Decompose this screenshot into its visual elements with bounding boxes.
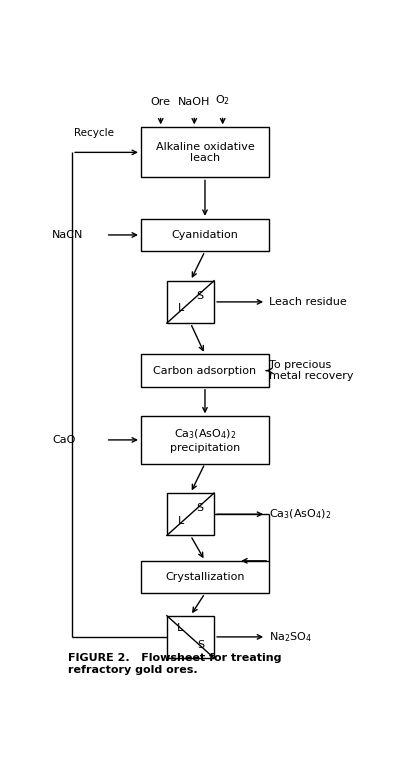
Text: Alkaline oxidative
leach: Alkaline oxidative leach bbox=[156, 142, 255, 163]
Bar bbox=[141, 355, 269, 387]
Bar bbox=[141, 561, 269, 593]
Text: Leach residue: Leach residue bbox=[269, 297, 347, 307]
Bar bbox=[167, 280, 214, 323]
Bar bbox=[141, 219, 269, 251]
Text: S: S bbox=[196, 290, 204, 300]
Bar bbox=[167, 616, 214, 658]
Text: Na$_2$SO$_4$: Na$_2$SO$_4$ bbox=[269, 630, 312, 643]
Bar bbox=[141, 127, 269, 178]
Text: Cyanidation: Cyanidation bbox=[171, 230, 238, 240]
Bar bbox=[167, 493, 214, 535]
Bar bbox=[141, 416, 269, 463]
Text: S: S bbox=[196, 502, 204, 513]
Text: L: L bbox=[177, 624, 183, 633]
Text: O$_2$: O$_2$ bbox=[215, 93, 230, 106]
Text: CaO: CaO bbox=[52, 435, 76, 445]
Text: Carbon adsorption: Carbon adsorption bbox=[153, 365, 256, 375]
Text: NaCN: NaCN bbox=[52, 230, 84, 240]
Text: Ore: Ore bbox=[151, 97, 171, 106]
Text: NaOH: NaOH bbox=[178, 97, 210, 106]
Text: To precious
metal recovery: To precious metal recovery bbox=[269, 360, 353, 381]
Text: Ca$_3$(AsO$_4$)$_2$: Ca$_3$(AsO$_4$)$_2$ bbox=[269, 507, 331, 521]
Text: FIGURE 2.   Flowsheet for treating
refractory gold ores.: FIGURE 2. Flowsheet for treating refract… bbox=[68, 653, 281, 675]
Text: Ca$_3$(AsO$_4$)$_2$
precipitation: Ca$_3$(AsO$_4$)$_2$ precipitation bbox=[170, 427, 240, 453]
Text: L: L bbox=[178, 303, 184, 313]
Text: Recycle: Recycle bbox=[74, 128, 114, 138]
Text: L: L bbox=[178, 516, 184, 525]
Text: S: S bbox=[197, 640, 204, 650]
Text: Crystallization: Crystallization bbox=[165, 572, 245, 582]
